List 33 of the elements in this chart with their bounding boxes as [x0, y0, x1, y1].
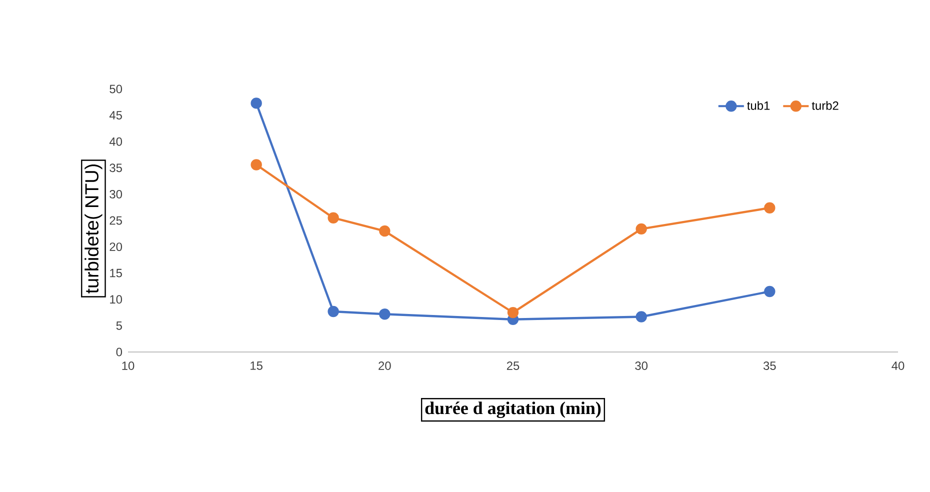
- x-tick-label: 30: [635, 362, 648, 370]
- x-axis-title: durée d agitation (min): [425, 402, 601, 418]
- y-tick-label: 40: [109, 137, 122, 146]
- point: [764, 286, 776, 298]
- point: [636, 311, 647, 322]
- y-tick-label: 20: [110, 242, 122, 252]
- y-tick-label: 50: [110, 84, 122, 94]
- x-tick-label: 10: [122, 362, 134, 370]
- x-tick-label: 15: [250, 362, 262, 370]
- point: [250, 98, 262, 109]
- y-tick-label: 45: [109, 111, 122, 120]
- y-tick-label: 15: [110, 268, 122, 278]
- point: [328, 306, 339, 318]
- point: [507, 306, 519, 318]
- y-tick-label: 0: [116, 348, 122, 356]
- x-tick-label: 25: [506, 362, 520, 370]
- legend-label: tub1: [747, 101, 770, 110]
- y-tick-label: 5: [116, 322, 122, 330]
- point: [250, 159, 262, 170]
- point: [379, 225, 390, 237]
- x-tick-label: 40: [892, 362, 904, 370]
- x-tick-label: 20: [378, 362, 391, 370]
- y-tick-label: 25: [110, 216, 122, 225]
- point: [379, 308, 390, 320]
- legend-label: turb2: [812, 101, 838, 110]
- point: [636, 223, 647, 235]
- y-axis-title: turbidete( NTU): [84, 164, 102, 294]
- y-tick-label: 35: [110, 164, 122, 172]
- point: [328, 212, 339, 224]
- x-tick-label: 35: [763, 362, 776, 370]
- y-tick-label: 30: [110, 190, 122, 198]
- point: [764, 202, 776, 214]
- y-tick-label: 10: [110, 295, 122, 304]
